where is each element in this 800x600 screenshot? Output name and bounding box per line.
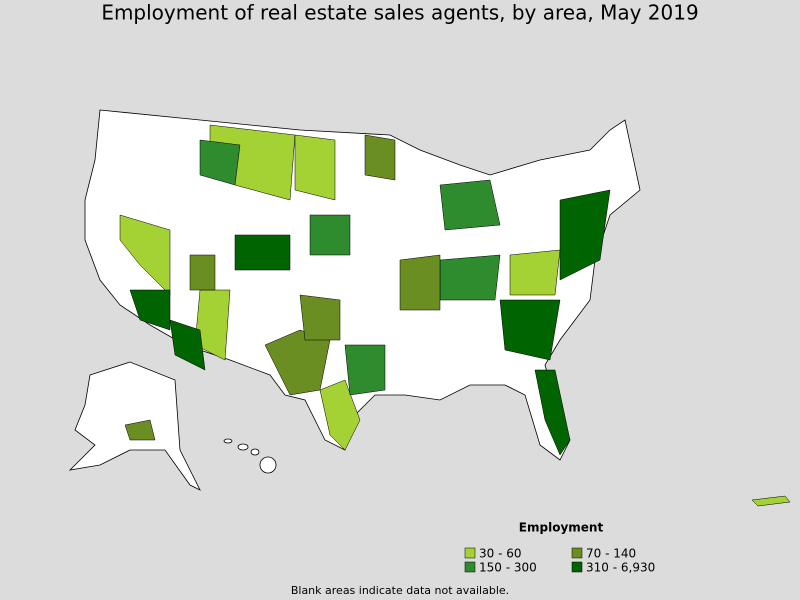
legend-title: Employment [519, 521, 604, 535]
legend-swatch [571, 561, 583, 573]
map [68, 109, 791, 507]
area [499, 299, 561, 361]
map-title: Employment of real estate sales agents, … [101, 1, 698, 25]
area-patches [119, 124, 611, 456]
area [169, 319, 206, 371]
area [319, 379, 361, 451]
area [559, 189, 611, 281]
area [199, 139, 241, 186]
area [294, 134, 336, 201]
puerto-rico [751, 495, 791, 507]
area [509, 249, 561, 296]
area [534, 369, 571, 456]
area [124, 419, 156, 441]
area [364, 134, 396, 181]
area [309, 214, 351, 256]
area [439, 254, 501, 301]
area [234, 234, 291, 271]
legend-label: 150 - 300 [479, 561, 537, 575]
area [399, 254, 441, 311]
legend-swatch [464, 561, 476, 573]
legend-label: 70 - 140 [586, 547, 636, 561]
area [344, 344, 386, 396]
area [129, 289, 171, 331]
legend-swatch [571, 547, 583, 559]
area [439, 179, 501, 231]
area [299, 294, 341, 341]
area [119, 214, 171, 296]
hawaii [223, 438, 277, 474]
legend-swatch [464, 547, 476, 559]
legend-label: 310 - 6,930 [586, 561, 655, 575]
area [189, 254, 216, 291]
legend: Employment 30 - 60 70 - 140 150 - 300 31… [464, 521, 655, 575]
legend-label: 30 - 60 [479, 547, 522, 561]
footnote: Blank areas indicate data not available. [291, 584, 509, 597]
area [194, 289, 231, 361]
area [264, 329, 331, 396]
